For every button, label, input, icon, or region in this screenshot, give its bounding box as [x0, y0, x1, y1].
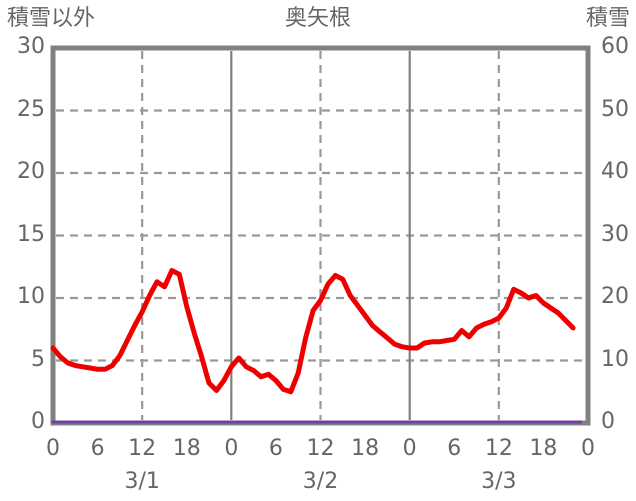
x-axis-hour-tick-label: 0	[402, 436, 417, 461]
y-axis-right-tick-label: 30	[601, 221, 629, 247]
x-axis-hour-tick-label: 18	[529, 436, 558, 461]
y-axis-right-tick-label: 40	[601, 159, 629, 184]
x-axis-hour-tick-label: 6	[90, 436, 105, 461]
chart-title: 奥矢根	[284, 6, 351, 31]
x-axis-hour-tick-label: 0	[581, 436, 595, 461]
x-axis-date-label: 3/3	[481, 469, 517, 494]
x-axis-hour-tick-label: 0	[46, 436, 60, 461]
precipitation-line	[50, 268, 576, 395]
y-axis-right-tick-label: 60	[601, 34, 629, 59]
x-axis-hour-tick-label: 0	[224, 436, 239, 461]
y-axis-left-tick-label: 5	[31, 346, 45, 372]
x-axis-hour-tick-label: 6	[447, 436, 462, 461]
x-axis-hour-tick-label: 18	[351, 436, 380, 461]
y-axis-left-tick-label: 25	[17, 96, 45, 122]
x-axis-hour-tick-label: 12	[128, 436, 157, 461]
x-axis-hour-tick-label: 18	[172, 436, 201, 461]
left-axis-title: 積雪以外	[7, 6, 96, 31]
x-axis-hour-tick-label: 12	[484, 436, 513, 461]
x-axis-date-label: 3/2	[302, 469, 339, 494]
y-axis-left-tick-label: 20	[17, 159, 45, 184]
y-axis-right-tick-label: 20	[601, 284, 629, 309]
x-axis-date-label: 3/1	[124, 469, 160, 494]
x-axis-hour-tick-label: 12	[306, 436, 335, 461]
y-axis-left-tick-label: 0	[31, 409, 45, 434]
y-axis-right-tick-label: 0	[601, 409, 615, 434]
y-axis-right-tick-label: 50	[601, 96, 629, 122]
right-axis-title: 積雪	[585, 6, 630, 31]
y-axis-left-tick-label: 30	[17, 34, 45, 59]
y-axis-left-tick-label: 10	[17, 284, 45, 309]
y-axis-left-tick-label: 15	[17, 221, 45, 247]
x-axis-hour-tick-label: 6	[268, 436, 283, 461]
y-axis-right-tick-label: 10	[601, 346, 629, 372]
